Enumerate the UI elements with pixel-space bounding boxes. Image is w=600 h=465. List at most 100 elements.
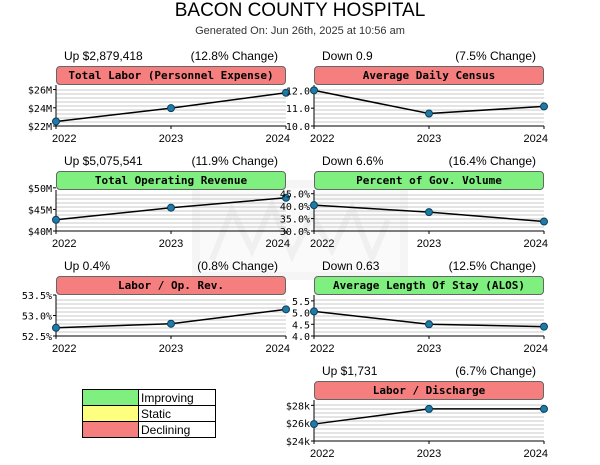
data-point <box>540 217 548 226</box>
chart-change: (7.5% Change) <box>455 49 536 63</box>
y-tick-label: $45M <box>28 205 52 216</box>
data-point <box>310 307 318 316</box>
legend-item-static: Static <box>82 405 216 422</box>
data-point <box>425 320 433 329</box>
y-tick-label: $24k <box>286 437 310 448</box>
chart-plot: 4.04.55.05.5 2022 2023 2024 <box>292 295 548 355</box>
y-tick-label: 35.0% <box>280 215 310 226</box>
x-tick-label: 2022 <box>310 133 334 145</box>
chart-plot: 30.0%35.0% 40.0%45.0% 2022 2023 2024 <box>280 190 548 250</box>
x-tick-label: 2024 <box>524 448 548 460</box>
y-tick-label: $26k <box>286 419 310 430</box>
legend-swatch-improving <box>82 389 139 406</box>
x-tick-label: 2023 <box>417 133 441 145</box>
data-point <box>167 203 175 212</box>
x-tick-label: 2024 <box>524 343 548 355</box>
x-tick-label: 2023 <box>417 343 441 355</box>
chart-title: Labor / Op. Rev. <box>56 276 286 295</box>
data-point <box>52 323 60 332</box>
chart-summary: Down 0.63 <box>322 259 380 273</box>
x-tick-label: 2023 <box>159 133 183 145</box>
y-tick-label: 12.0 <box>286 86 310 97</box>
page-title: BACON COUNTY HOSPITAL <box>174 0 426 21</box>
x-tick-label: 2023 <box>417 238 441 250</box>
chart-panel: Down 6.6% (16.4% Change) Percent of Gov. V… <box>280 154 550 254</box>
legend-swatch-static <box>82 405 139 422</box>
chart-change: (0.8% Change) <box>197 259 278 273</box>
y-tick-label: 52.5% <box>22 332 52 343</box>
legend-item-improving: Improving <box>82 389 216 406</box>
chart-title: Average Daily Census <box>314 66 544 85</box>
chart-summary: Up 0.4% <box>64 259 111 273</box>
chart-title: Total Labor (Personnel Expense) <box>56 66 286 85</box>
chart-change: (12.8% Change) <box>190 49 278 63</box>
x-tick-label: 2022 <box>52 343 76 355</box>
x-tick-label: 2024 <box>266 343 290 355</box>
x-tick-label: 2024 <box>266 238 290 250</box>
data-point <box>167 104 175 113</box>
data-point <box>282 88 290 97</box>
chart-change: (16.4% Change) <box>448 154 536 168</box>
data-point <box>310 201 318 210</box>
data-point <box>540 322 548 331</box>
chart-panel: Up $2,879,418 (12.8% Change) Total Labor (… <box>28 49 292 149</box>
x-tick-label: 2023 <box>159 343 183 355</box>
y-tick-label: $50M <box>28 184 52 195</box>
chart-plot: $22M $24M $26M 2022 2023 2024 <box>28 85 290 145</box>
x-tick-label: 2024 <box>524 133 548 145</box>
x-tick-label: 2022 <box>310 448 334 460</box>
chart-change: (11.9% Change) <box>191 154 279 168</box>
x-tick-label: 2022 <box>310 343 334 355</box>
chart-plot: $40M $45M $50M 2022 2023 2024 <box>28 184 290 250</box>
y-tick-label: $40M <box>28 227 52 238</box>
chart-panel: Up $5,075,541 (11.9% Change) Total Operati… <box>28 154 292 254</box>
y-tick-label: 53.5% <box>22 291 52 302</box>
y-tick-label: 5.0 <box>292 309 310 320</box>
y-tick-label: 11.0 <box>286 104 310 115</box>
y-tick-label: 30.0% <box>280 227 310 238</box>
data-point <box>52 215 60 224</box>
data-point <box>167 319 175 328</box>
chart-panel: Up 0.4% (0.8% Change) Labor / Op. Rev. 52.5… <box>22 259 292 359</box>
data-point <box>425 109 433 118</box>
chart-plot: 52.5% 53.0% 53.5% 2022 2023 2024 <box>22 291 290 355</box>
chart-plot: $24k $26k $28k 2022 2023 2024 <box>286 400 548 460</box>
x-tick-label: 2023 <box>417 448 441 460</box>
chart-summary: Up $1,731 <box>322 364 378 378</box>
legend-swatch-declining <box>82 421 139 438</box>
legend: Improving Static Declining <box>82 389 216 438</box>
y-tick-label: 10.0 <box>286 122 310 133</box>
chart-summary: Down 6.6% <box>322 154 384 168</box>
y-tick-label: 5.5 <box>292 297 310 308</box>
y-tick-label: $26M <box>28 86 52 97</box>
x-tick-label: 2023 <box>159 238 183 250</box>
data-point <box>282 305 290 314</box>
chart-summary: Down 0.9 <box>322 49 373 63</box>
y-tick-label: 45.0% <box>280 190 310 201</box>
y-tick-label: $22M <box>28 122 52 133</box>
chart-title: Percent of Gov. Volume <box>314 171 544 190</box>
y-tick-label: 53.0% <box>22 312 52 323</box>
legend-label-improving: Improving <box>138 389 216 406</box>
y-tick-label: 4.5 <box>292 320 310 331</box>
chart-plot: 10.0 11.0 12.0 2022 2023 2024 <box>286 85 548 145</box>
data-point <box>310 420 318 429</box>
x-tick-label: 2024 <box>524 238 548 250</box>
y-tick-label: 40.0% <box>280 202 310 213</box>
y-tick-label: 4.0 <box>292 332 310 343</box>
legend-label-declining: Declining <box>138 421 216 438</box>
chart-panel: Down 0.63 (12.5% Change) Average Length Of… <box>292 259 550 359</box>
generated-timestamp: Generated On: Jun 26th, 2025 at 10:56 am <box>195 25 405 37</box>
x-tick-label: 2022 <box>52 238 76 250</box>
x-tick-label: 2024 <box>266 133 290 145</box>
chart-title: Labor / Discharge <box>314 381 544 400</box>
data-point <box>425 208 433 217</box>
data-point <box>310 86 318 95</box>
x-tick-label: 2022 <box>310 238 334 250</box>
x-tick-label: 2022 <box>52 133 76 145</box>
chart-summary: Up $2,879,418 <box>64 49 143 63</box>
legend-label-static: Static <box>138 405 216 422</box>
chart-change: (6.7% Change) <box>455 364 536 378</box>
chart-change: (12.5% Change) <box>448 259 536 273</box>
chart-title: Average Length Of Stay (ALOS) <box>314 276 544 295</box>
